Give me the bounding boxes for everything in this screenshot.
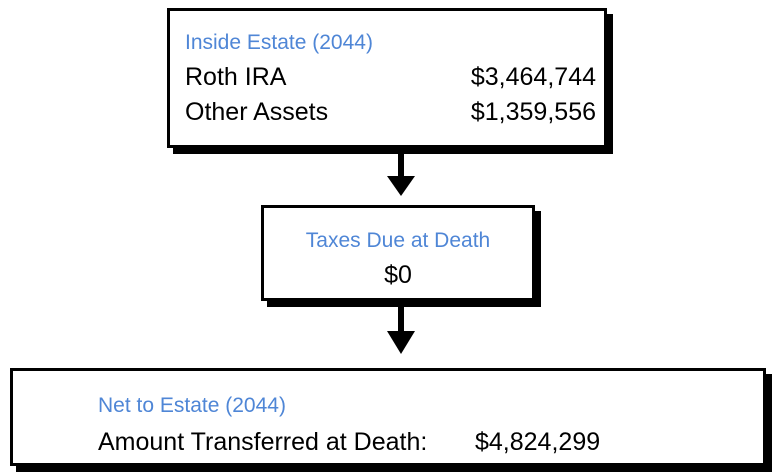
row-label: Amount Transferred at Death: [98, 428, 428, 456]
estate-box: Inside Estate (2044) Roth IRA $3,464,744… [167, 8, 607, 148]
row-value: $3,464,744 [470, 63, 596, 91]
box-title: Net to Estate (2044) [98, 394, 286, 417]
arrow-head [387, 331, 415, 354]
box-title: Taxes Due at Death [305, 229, 491, 252]
taxes-box: Taxes Due at Death $0 [261, 205, 535, 301]
arrow-head [387, 176, 415, 196]
row-label: Other Assets [185, 98, 329, 126]
box-title: Inside Estate (2044) [185, 31, 373, 54]
row-value: $4,824,299 [475, 428, 601, 456]
row-label: Roth IRA [185, 63, 287, 91]
box-value: $0 [384, 261, 412, 289]
row-value: $1,359,556 [470, 98, 596, 126]
net-box: Net to Estate (2044) Amount Transferred … [10, 368, 766, 466]
